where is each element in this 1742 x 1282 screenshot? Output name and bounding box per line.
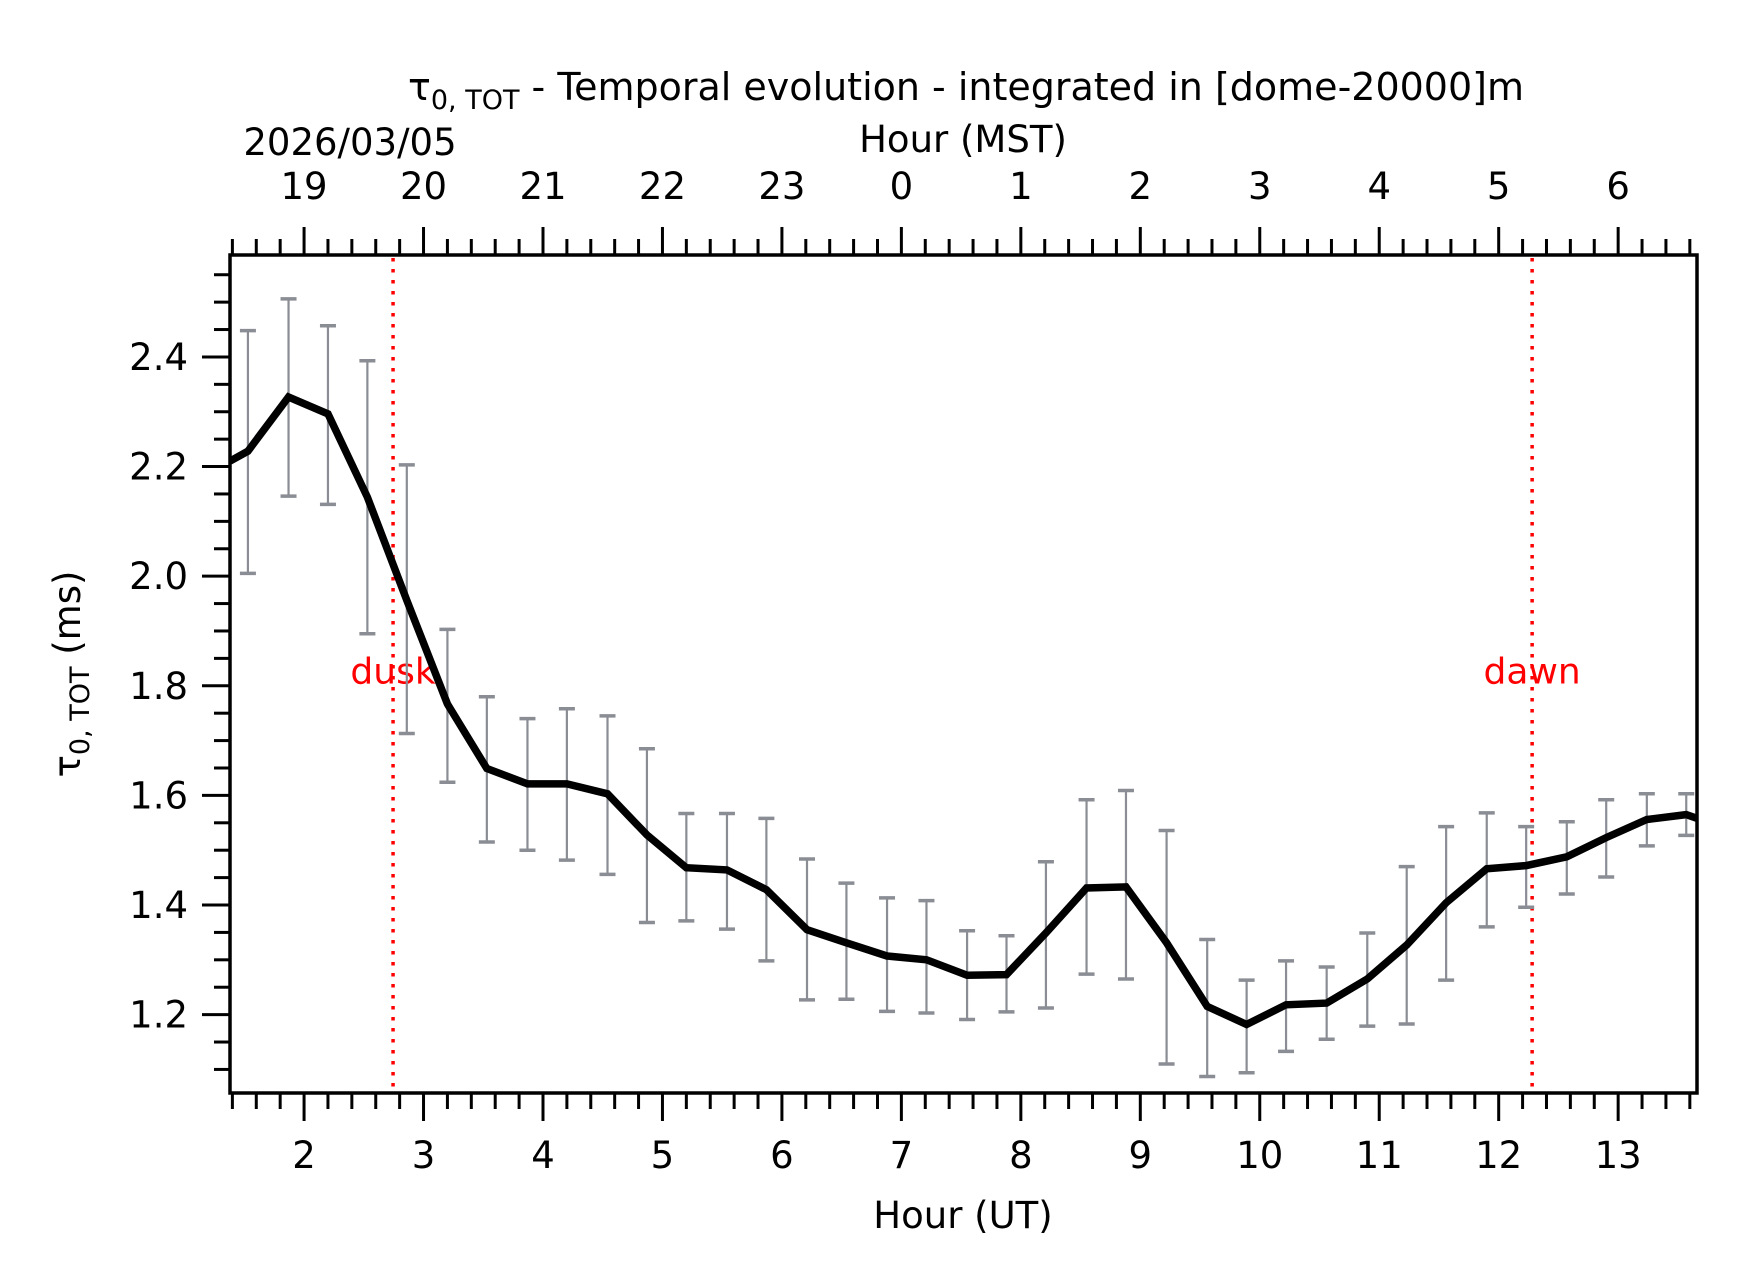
ylabel-symbol: τ — [46, 755, 89, 777]
x-top-axis-title: Hour (MST) — [859, 118, 1067, 161]
x-tick-label: 13 — [1595, 1134, 1642, 1177]
x-tick-label: 6 — [770, 1134, 794, 1177]
x-tick-label: 4 — [531, 1134, 555, 1177]
y-tick-label: 2.0 — [129, 555, 188, 598]
x-top-tick-label: 0 — [890, 165, 914, 208]
x-top-tick-label: 20 — [400, 165, 447, 208]
x-top-tick-label: 19 — [281, 165, 328, 208]
x-top-tick-label: 22 — [639, 165, 686, 208]
x-top-tick-label: 5 — [1487, 165, 1511, 208]
series-line-group — [230, 392, 1697, 1029]
x-top-tick-label: 4 — [1367, 165, 1391, 208]
axis-ticks — [202, 227, 1692, 1121]
y-tick-label: 1.8 — [129, 665, 188, 708]
x-tick-label: 11 — [1356, 1134, 1403, 1177]
x-tick-label: 9 — [1129, 1134, 1153, 1177]
plot-frame — [228, 253, 1699, 1095]
dawn-label: dawn — [1484, 651, 1581, 692]
x-tick-label: 3 — [412, 1134, 436, 1177]
date-label: 2026/03/05 — [243, 121, 456, 164]
title-text: - Temporal evolution - integrated in [do… — [519, 65, 1524, 109]
y-tick-label: 2.2 — [129, 446, 188, 489]
y-tick-label: 1.6 — [129, 774, 188, 817]
x-top-tick-label: 2 — [1129, 165, 1153, 208]
x-tick-label: 8 — [1009, 1134, 1033, 1177]
x-top-tick-label: 6 — [1606, 165, 1630, 208]
title-symbol: τ — [408, 65, 431, 109]
x-tick-label: 5 — [651, 1134, 675, 1177]
x-top-tick-label: 3 — [1248, 165, 1272, 208]
title-subscript: 0, TOT — [431, 85, 520, 116]
annotations: dusk dawn — [350, 258, 1581, 1091]
dusk-label: dusk — [350, 651, 435, 692]
x-tick-label: 10 — [1236, 1134, 1283, 1177]
y-axis-title: τ0, TOT (ms) — [46, 571, 96, 778]
x-top-tick-label: 1 — [1009, 165, 1033, 208]
x-top-tick-label: 21 — [519, 165, 566, 208]
ylabel-subscript: 0, TOT — [65, 666, 96, 755]
ylabel-text: (ms) — [46, 571, 89, 667]
x-tick-label: 12 — [1475, 1134, 1522, 1177]
y-tick-label: 1.4 — [129, 884, 188, 927]
x-tick-label: 2 — [292, 1134, 316, 1177]
x-tick-label: 7 — [890, 1134, 914, 1177]
errorbars — [239, 297, 1695, 1079]
chart-title: τ0, TOT - Temporal evolution - integrate… — [408, 65, 1524, 116]
y-tick-label: 1.2 — [129, 994, 188, 1037]
x-axis-title: Hour (UT) — [873, 1194, 1052, 1237]
x-top-tick-label: 23 — [758, 165, 805, 208]
y-tick-label: 2.4 — [129, 336, 188, 379]
